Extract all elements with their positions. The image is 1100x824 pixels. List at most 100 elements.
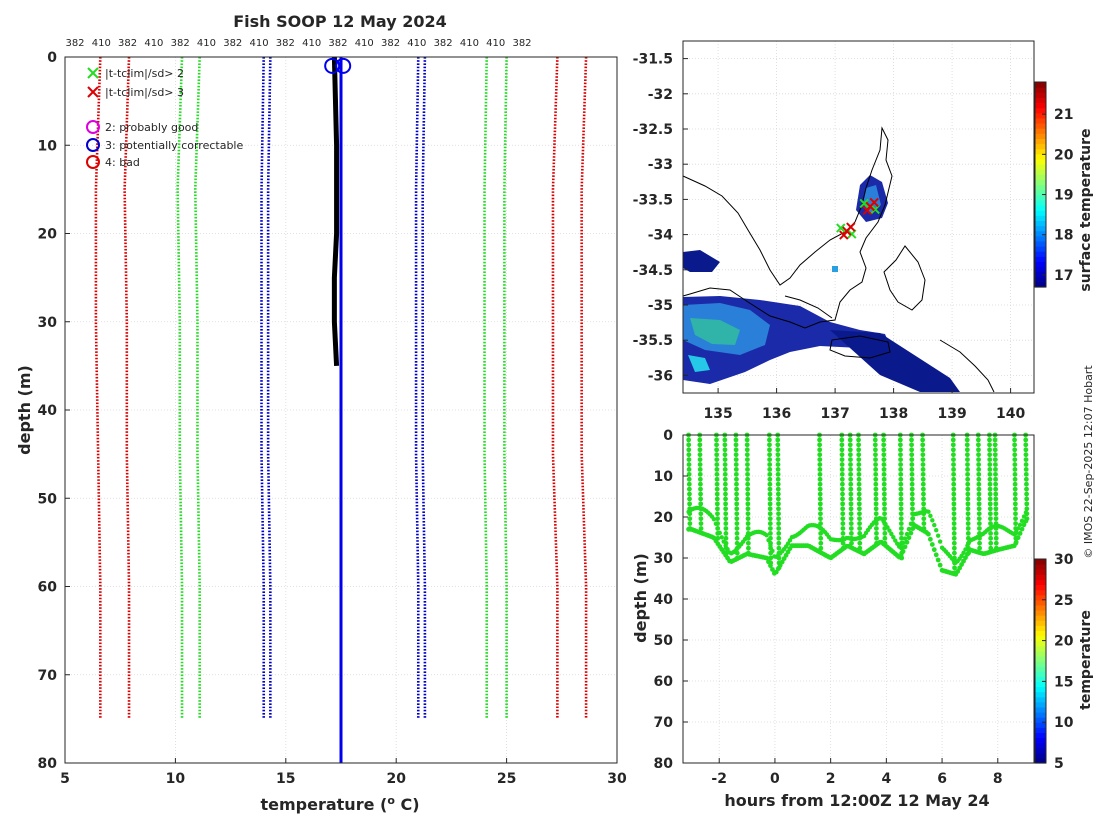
ts-data-point <box>856 447 862 453</box>
ts-data-point <box>976 516 982 522</box>
ts-data-point <box>714 506 720 512</box>
map-colorbar-gradient-step <box>1035 82 1046 88</box>
ts-data-point <box>882 501 887 507</box>
ts-data-point <box>965 467 970 472</box>
ts-data-point <box>920 481 926 487</box>
ts-data-point <box>900 549 906 554</box>
ts-colorbar-gradient-step <box>1035 686 1046 693</box>
top-axis-labels: 382 410 382 410 382 410 382 410 382 410 382 410 382 4… <box>65 38 531 49</box>
ts-data-point <box>1012 476 1018 482</box>
ts-data-point <box>881 491 887 497</box>
ts-data-point <box>1012 501 1018 507</box>
ts-data-point <box>767 457 773 462</box>
top-axis-label: 410 <box>302 38 321 49</box>
ts-data-point <box>767 471 773 477</box>
ts-data-point <box>906 526 912 532</box>
ts-y-tick-label: 40 <box>654 592 674 608</box>
legend-circle-marker <box>86 120 100 134</box>
ts-data-point <box>993 467 998 472</box>
ts-colorbar-gradient-step <box>1035 579 1046 586</box>
ts-data-point <box>882 535 888 541</box>
ts-data-point <box>882 506 887 512</box>
timeseries-colorbar-label: temperature <box>1078 610 1094 710</box>
map-colorbar-gradient-step <box>1035 148 1046 155</box>
ts-data-point <box>818 521 823 526</box>
climatology-limit-line <box>551 56 559 719</box>
ts-data-point <box>722 471 728 477</box>
ts-data-point <box>992 437 998 443</box>
ts-data-point <box>964 442 970 448</box>
map-x-tick-label: 136 <box>762 406 791 422</box>
ts-data-point <box>733 471 739 477</box>
ts-data-point <box>817 457 823 462</box>
map-colorbar-tick-label: 20 <box>1054 147 1074 163</box>
map-colorbar-gradient-step <box>1035 158 1046 165</box>
map-coastline <box>682 126 995 393</box>
ts-data-point <box>873 491 879 497</box>
ts-data-point <box>745 521 751 526</box>
climatology-limit-line <box>260 56 266 719</box>
ts-data-point <box>909 467 915 472</box>
ts-data-point <box>745 496 751 502</box>
ts-data-point <box>1013 506 1018 512</box>
ts-data-point <box>698 526 704 531</box>
ts-colorbar-gradient-step <box>1035 599 1046 606</box>
ts-data-point <box>993 481 998 487</box>
ts-data-point <box>847 447 853 453</box>
y-tick-label: 60 <box>38 580 58 596</box>
ts-colorbar-gradient-step <box>1035 661 1046 667</box>
ts-data-point <box>856 486 862 492</box>
ts-data-point <box>921 521 927 526</box>
timeseries-points <box>686 432 1030 577</box>
ts-colorbar-gradient-step <box>1035 645 1046 652</box>
map-y-tick-label: -36 <box>648 368 673 384</box>
ts-data-point <box>873 476 879 482</box>
ts-data-point <box>993 516 999 522</box>
ts-data-point <box>856 491 862 497</box>
legend-circle-marker <box>86 155 100 169</box>
map-flag-marker <box>842 226 852 236</box>
ts-data-point <box>950 447 956 453</box>
coast-inner <box>784 295 833 319</box>
ts-data-point <box>745 467 750 472</box>
ts-data-point <box>928 513 933 519</box>
ts-data-point <box>1013 539 1019 545</box>
ts-data-point <box>993 476 998 482</box>
x-tick-label: 5 <box>60 771 70 787</box>
ts-colorbar-gradient-step <box>1035 584 1046 591</box>
ts-data-point <box>744 437 750 443</box>
ts-data-point <box>965 496 971 502</box>
ts-data-point <box>714 486 720 492</box>
ts-data-point <box>817 476 823 482</box>
timeseries-y-axis-label: depth (m) <box>631 553 650 643</box>
top-axis-label: 382 <box>328 38 347 49</box>
top-axis-label: 410 <box>355 38 374 49</box>
ts-data-point <box>687 521 693 526</box>
ts-data-point <box>893 538 898 543</box>
map-colorbar-gradient-step <box>1035 107 1046 114</box>
x-tick-label: 15 <box>276 771 295 787</box>
y-tick-label: 80 <box>38 756 58 772</box>
ts-data-point <box>818 511 823 517</box>
ts-data-point <box>744 457 750 462</box>
ts-data-point <box>768 563 773 569</box>
ts-data-point <box>776 545 782 551</box>
timeseries-y-ticks: 0 10 20 30 40 50 60 70 80 <box>654 428 688 772</box>
ts-y-tick-label: 50 <box>654 633 674 649</box>
profile-panel: Fish SOOP 12 May 2024 382 410 382 410 382 410… <box>15 12 627 814</box>
timeseries-panel: -2 0 2 4 6 8 0 10 20 30 40 50 60 70 80 hours from 12:… <box>631 428 1094 810</box>
ts-data-point <box>898 553 904 559</box>
ts-data-point <box>1023 510 1029 515</box>
ts-data-point <box>714 496 720 502</box>
ts-data-point <box>1012 447 1018 453</box>
ts-data-point <box>1012 457 1018 462</box>
ts-data-point <box>715 516 720 522</box>
ts-data-point <box>839 471 845 477</box>
ts-data-point <box>817 442 823 448</box>
ts-data-point <box>767 491 773 497</box>
ts-data-point <box>840 506 846 512</box>
map-colorbar-tick-label: 18 <box>1054 228 1073 244</box>
ts-data-point <box>898 506 904 512</box>
ts-data-point <box>767 521 773 526</box>
